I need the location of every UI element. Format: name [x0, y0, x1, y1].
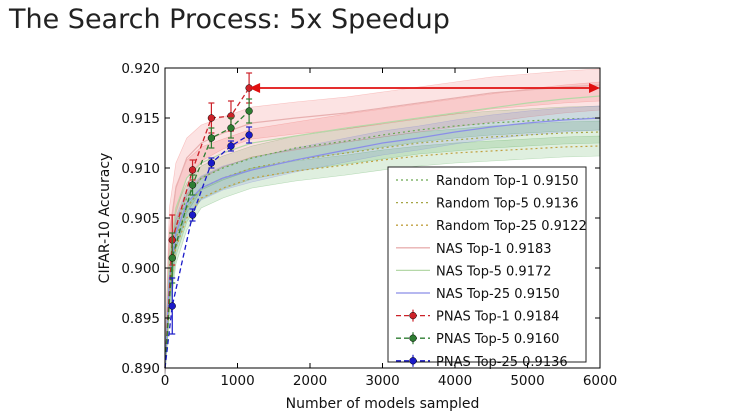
marker: [207, 159, 216, 167]
marker: [245, 131, 253, 139]
arrow-head-left: [249, 83, 261, 93]
y-tick-label: 0.920: [121, 61, 160, 77]
point-pnas-top-25-0-9136: [168, 277, 176, 335]
marker: [207, 114, 216, 122]
legend-item: PNAS Top-5 0.9160: [396, 332, 559, 347]
x-axis-label: Number of models sampled: [286, 396, 480, 412]
x-tick-label: 6000: [583, 373, 617, 389]
point-pnas-top-25-0-9136: [207, 157, 216, 169]
x-tick-label: 4000: [438, 373, 472, 389]
legend-item: NAS Top-25 0.9150: [396, 287, 560, 302]
point-pnas-top-25-0-9136: [227, 140, 235, 152]
legend-item: Random Top-5 0.9136: [396, 197, 578, 212]
y-tick-label: 0.915: [121, 111, 160, 127]
point-pnas-top-5-0-9160: [245, 98, 253, 124]
slide-title: The Search Process: 5x Speedup: [9, 4, 450, 35]
point-pnas-top-5-0-9160: [207, 127, 216, 149]
legend-label: NAS Top-1 0.9183: [436, 242, 552, 257]
point-pnas-top-25-0-9136: [188, 208, 197, 222]
legend-item: NAS Top-1 0.9183: [396, 242, 552, 257]
legend-label: NAS Top-25 0.9150: [436, 287, 560, 302]
marker: [188, 211, 197, 219]
legend: Random Top-1 0.9150 Random Top-5 0.9136 Ra…: [387, 166, 587, 370]
x-tick-label: 5000: [510, 373, 544, 389]
x-tick-label: 2000: [293, 373, 327, 389]
axes: 0 1000 2000 3000 4000 5000 6000 0.890 0.895 0.900…: [121, 61, 617, 389]
line-pnas-top-5-0-9160: [164, 110, 250, 369]
line-nas-top-5-0-9172: [164, 95, 601, 366]
point-pnas-top-5-0-9160: [168, 232, 176, 284]
line-nas-top-1-0-9183: [164, 84, 601, 364]
arrow-head-right: [589, 83, 600, 93]
marker: [188, 166, 197, 174]
legend-item: PNAS Top-1 0.9184: [396, 309, 559, 325]
legend-label: Random Top-5 0.9136: [436, 197, 578, 212]
point-pnas-top-5-0-9160: [227, 117, 235, 139]
legend-item: Random Top-1 0.9150: [396, 174, 578, 189]
point-pnas-top-5-0-9160: [188, 174, 197, 196]
legend-label: PNAS Top-25 0.9136: [436, 355, 568, 370]
legend-label: NAS Top-5 0.9172: [436, 264, 552, 279]
marker: [168, 254, 176, 262]
marker: [227, 142, 235, 150]
y-tick-label: 0.890: [121, 361, 160, 377]
y-tick-label: 0.895: [121, 311, 160, 327]
legend-marker: [409, 357, 417, 365]
marker: [168, 302, 176, 310]
legend-item: PNAS Top-25 0.9136: [396, 354, 568, 370]
speedup-arrow: [249, 83, 600, 93]
line-random-top-1-0-9150: [164, 117, 601, 364]
y-tick-label: 0.900: [121, 261, 160, 277]
legend-marker: [409, 334, 417, 342]
legend-label: Random Top-1 0.9150: [436, 174, 578, 189]
marker: [245, 107, 253, 115]
marker: [227, 124, 235, 132]
x-tick-label: 0: [161, 373, 170, 389]
y-axis-label: CIFAR-10 Accuracy: [97, 153, 113, 284]
y-tick-label: 0.905: [121, 211, 160, 227]
line-nas-top-25-0-9150: [164, 117, 601, 367]
pnas-points: [168, 72, 253, 335]
legend-marker: [409, 311, 417, 320]
x-tick-label: 3000: [365, 373, 399, 389]
legend-label: PNAS Top-1 0.9184: [436, 310, 559, 325]
x-tick-label: 1000: [220, 373, 254, 389]
point-pnas-top-25-0-9136: [245, 126, 253, 144]
legend-item: NAS Top-5 0.9172: [396, 264, 552, 279]
legend-box: [387, 166, 587, 363]
legend-label: PNAS Top-5 0.9160: [436, 332, 559, 347]
legend-label: Random Top-25 0.9122: [436, 219, 587, 234]
legend-item: Random Top-25 0.9122: [396, 219, 587, 234]
marker: [188, 181, 197, 189]
y-tick-label: 0.910: [121, 161, 160, 177]
marker: [207, 134, 216, 142]
